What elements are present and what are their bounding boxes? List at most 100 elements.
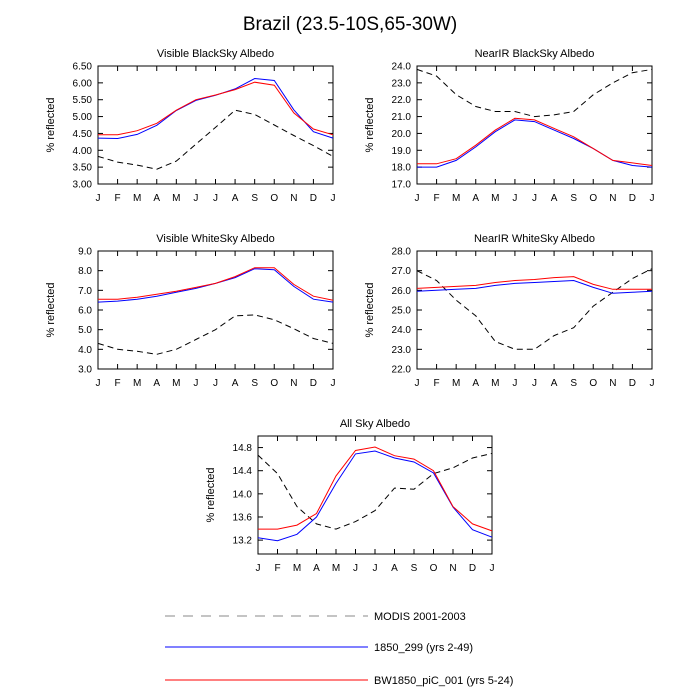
- x-tick-label: S: [251, 193, 258, 204]
- y-tick-label: 13.6: [233, 512, 253, 523]
- panel-title: All Sky Albedo: [340, 418, 410, 430]
- x-tick-label: M: [293, 563, 301, 574]
- x-tick-label: A: [232, 378, 239, 389]
- legend-label: 1850_299 (yrs 2-49): [374, 642, 473, 654]
- y-axis-label: % reflected: [364, 97, 376, 152]
- y-tick-label: 20.0: [392, 129, 412, 140]
- legend-item-s1850: 1850_299 (yrs 2-49): [165, 642, 473, 654]
- plot-frame: [97, 65, 334, 185]
- x-tick-label: F: [274, 563, 280, 574]
- y-tick-label: 6.0: [78, 306, 92, 317]
- y-tick-label: 4.50: [73, 129, 93, 140]
- legend-label: BW1850_piC_001 (yrs 5-24): [374, 675, 513, 687]
- x-tick-label: M: [332, 563, 340, 574]
- series-line-s1850: [97, 77, 334, 140]
- plot-frame: [416, 65, 653, 185]
- main-title: Brazil (23.5-10S,65-30W): [243, 14, 457, 35]
- x-tick-label: J: [650, 378, 655, 389]
- series-line-bw1850: [98, 267, 334, 301]
- x-tick-label: F: [115, 193, 121, 204]
- plot-frame: [416, 250, 653, 370]
- x-tick-label: N: [609, 193, 616, 204]
- panel-title: Visible WhiteSky Albedo: [156, 233, 274, 245]
- x-tick-label: M: [133, 193, 141, 204]
- y-tick-label: 7.0: [78, 286, 92, 297]
- x-tick-label: A: [472, 193, 479, 204]
- x-tick-label: M: [172, 378, 180, 389]
- x-tick-label: J: [193, 378, 198, 389]
- plot-frame: [257, 435, 493, 555]
- series-line-s1850: [416, 279, 653, 294]
- y-tick-label: 14.8: [233, 443, 253, 454]
- legend-item-bw1850: BW1850_piC_001 (yrs 5-24): [165, 675, 513, 687]
- y-tick-label: 25.0: [392, 306, 412, 317]
- x-tick-label: S: [570, 193, 577, 204]
- x-tick-label: O: [589, 378, 597, 389]
- x-tick-label: A: [551, 378, 558, 389]
- x-tick-label: A: [232, 193, 239, 204]
- y-tick-label: 19.0: [392, 146, 412, 157]
- x-tick-label: J: [650, 193, 655, 204]
- x-tick-label: O: [589, 193, 597, 204]
- x-tick-label: J: [532, 378, 537, 389]
- series-line-bw1850: [417, 117, 653, 166]
- y-tick-label: 9.0: [78, 247, 92, 258]
- y-axis-label: % reflected: [45, 97, 57, 152]
- x-tick-label: O: [270, 378, 278, 389]
- x-tick-label: J: [213, 193, 218, 204]
- series-line-modis: [416, 268, 653, 350]
- y-tick-label: 24.0: [392, 62, 412, 73]
- y-tick-label: 22.0: [392, 365, 412, 376]
- panel-title: NearIR BlackSky Albedo: [475, 48, 595, 60]
- y-tick-label: 13.2: [233, 536, 253, 547]
- y-axis-label: % reflected: [364, 282, 376, 337]
- x-tick-label: M: [491, 378, 499, 389]
- panel-title: Visible BlackSky Albedo: [157, 48, 274, 60]
- series-line-modis: [257, 452, 493, 530]
- x-tick-label: A: [313, 563, 320, 574]
- y-tick-label: 28.0: [392, 247, 412, 258]
- x-tick-label: M: [491, 193, 499, 204]
- x-tick-label: J: [415, 378, 420, 389]
- x-tick-label: D: [310, 378, 317, 389]
- x-tick-label: A: [153, 378, 160, 389]
- x-tick-label: D: [310, 193, 317, 204]
- x-tick-label: F: [115, 378, 121, 389]
- x-tick-label: N: [290, 378, 297, 389]
- y-tick-label: 23.0: [392, 345, 412, 356]
- x-tick-label: J: [213, 378, 218, 389]
- y-tick-label: 24.0: [392, 325, 412, 336]
- series-line-bw1850: [416, 276, 652, 290]
- x-tick-label: S: [570, 378, 577, 389]
- x-tick-label: A: [551, 193, 558, 204]
- y-tick-label: 8.0: [78, 266, 92, 277]
- series-line-bw1850: [258, 446, 493, 532]
- y-tick-label: 23.0: [392, 78, 412, 89]
- y-tick-label: 17.0: [392, 180, 412, 191]
- plot-frame: [97, 250, 334, 370]
- y-tick-label: 5.50: [73, 95, 93, 106]
- y-tick-label: 3.0: [78, 365, 92, 376]
- panel-5: All Sky Albedo J F M A M J J A S O N D J 13.2 13.6 14.0 1…: [205, 418, 495, 574]
- x-tick-label: J: [353, 563, 358, 574]
- y-tick-label: 4.00: [73, 146, 93, 157]
- y-tick-label: 5.0: [78, 325, 92, 336]
- series-line-s1850: [97, 268, 334, 303]
- x-tick-label: D: [469, 563, 476, 574]
- x-tick-label: J: [331, 378, 336, 389]
- y-tick-label: 14.4: [233, 466, 253, 477]
- x-tick-label: A: [391, 563, 398, 574]
- y-tick-label: 27.0: [392, 266, 412, 277]
- x-tick-label: S: [251, 378, 258, 389]
- x-tick-label: N: [449, 563, 456, 574]
- x-tick-label: M: [452, 378, 460, 389]
- y-axis-label: % reflected: [45, 282, 57, 337]
- x-tick-label: A: [153, 193, 160, 204]
- x-tick-label: J: [512, 378, 517, 389]
- x-tick-label: J: [96, 193, 101, 204]
- x-tick-label: F: [434, 378, 440, 389]
- x-tick-label: D: [629, 193, 636, 204]
- x-tick-label: O: [430, 563, 438, 574]
